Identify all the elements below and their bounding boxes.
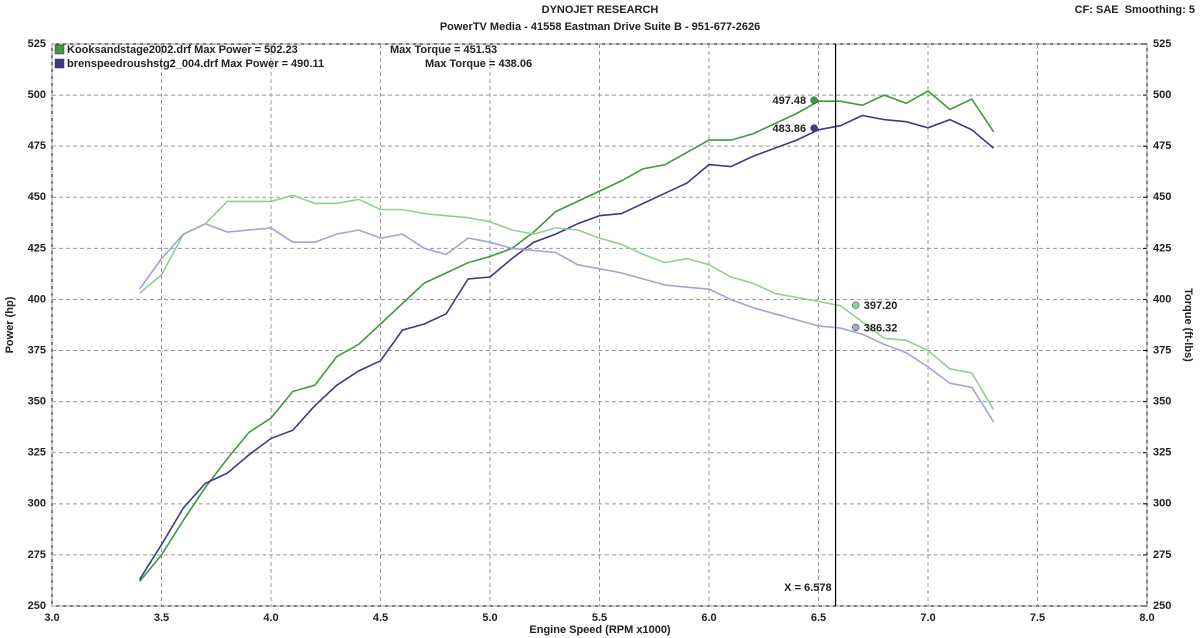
y2-axis-title: Torque (ft-lbs) xyxy=(1182,288,1194,362)
annotation-marker xyxy=(851,301,860,309)
x-tick-label: 7.5 xyxy=(1030,612,1045,624)
y-tick-label: 500 xyxy=(28,89,46,101)
series-line xyxy=(139,194,995,411)
annotation-label: 397.20 xyxy=(864,300,898,312)
x-tick-label: 5.5 xyxy=(592,612,607,624)
y2-tick-label: 500 xyxy=(1153,89,1171,101)
y-axis-title: Power (hp) xyxy=(4,296,16,353)
y-tick-label: 300 xyxy=(28,498,46,510)
y2-tick-label: 475 xyxy=(1153,140,1171,152)
annotation-label: 483.86 xyxy=(772,123,806,135)
annotation-label: 386.32 xyxy=(864,322,898,334)
y-tick-label: 475 xyxy=(28,140,46,152)
annotation-marker xyxy=(810,124,818,132)
y2-tick-label: 425 xyxy=(1153,242,1171,254)
y2-tick-label: 375 xyxy=(1153,344,1171,356)
y2-tick-label: 450 xyxy=(1153,191,1171,203)
legend-label: Kooksandstage2002.drf Max Power = 502.23 xyxy=(67,44,298,56)
x-tick-label: 4.0 xyxy=(263,612,278,624)
legend-swatch xyxy=(54,58,65,69)
chart-subtitle: PowerTV Media - 41558 Eastman Drive Suit… xyxy=(440,21,760,33)
chart-title: DYNOJET RESEARCH xyxy=(542,4,659,16)
x-axis-title: Engine Speed (RPM x1000) xyxy=(529,624,671,636)
y-tick-label: 350 xyxy=(28,396,46,408)
legend-label: Max Torque = 438.06 xyxy=(425,58,532,70)
x-tick-label: 3.0 xyxy=(44,612,59,624)
y-tick-label: 325 xyxy=(28,447,46,459)
cursor-label: X = 6.578 xyxy=(784,582,831,594)
x-tick-label: 7.0 xyxy=(920,612,935,624)
y2-tick-label: 275 xyxy=(1153,549,1171,561)
legend-label: Max Torque = 451.53 xyxy=(390,44,497,56)
legend-label: brenspeedroushstg2_004.drf Max Power = 4… xyxy=(67,58,324,70)
x-tick-label: 4.5 xyxy=(373,612,388,624)
x-tick-label: 6.5 xyxy=(811,612,826,624)
x-tick-label: 6.0 xyxy=(701,612,716,624)
y2-tick-label: 300 xyxy=(1153,498,1171,510)
annotation-marker xyxy=(851,323,860,332)
x-tick-label: 5.0 xyxy=(482,612,497,624)
series-line xyxy=(138,90,995,583)
y2-tick-label: 325 xyxy=(1153,447,1171,459)
y2-tick-label: 250 xyxy=(1153,600,1171,612)
series-line xyxy=(138,222,995,423)
settings-text: CF: SAE Smoothing: 5 xyxy=(1075,4,1195,16)
annotation-label: 497.48 xyxy=(772,95,806,107)
y-tick-label: 375 xyxy=(28,344,46,356)
legend-swatch xyxy=(54,44,65,55)
y2-tick-label: 400 xyxy=(1153,293,1171,305)
x-tick-label: 8.0 xyxy=(1139,612,1154,624)
y2-tick-label: 525 xyxy=(1153,38,1171,50)
y-tick-label: 400 xyxy=(28,293,46,305)
y2-tick-label: 350 xyxy=(1153,396,1171,408)
y-tick-label: 250 xyxy=(28,600,46,612)
y-tick-label: 525 xyxy=(28,38,46,50)
y-tick-label: 425 xyxy=(28,242,46,254)
y-tick-label: 450 xyxy=(28,191,46,203)
annotation-marker xyxy=(810,96,818,104)
y-tick-label: 275 xyxy=(28,549,46,561)
x-tick-label: 3.5 xyxy=(154,612,169,624)
